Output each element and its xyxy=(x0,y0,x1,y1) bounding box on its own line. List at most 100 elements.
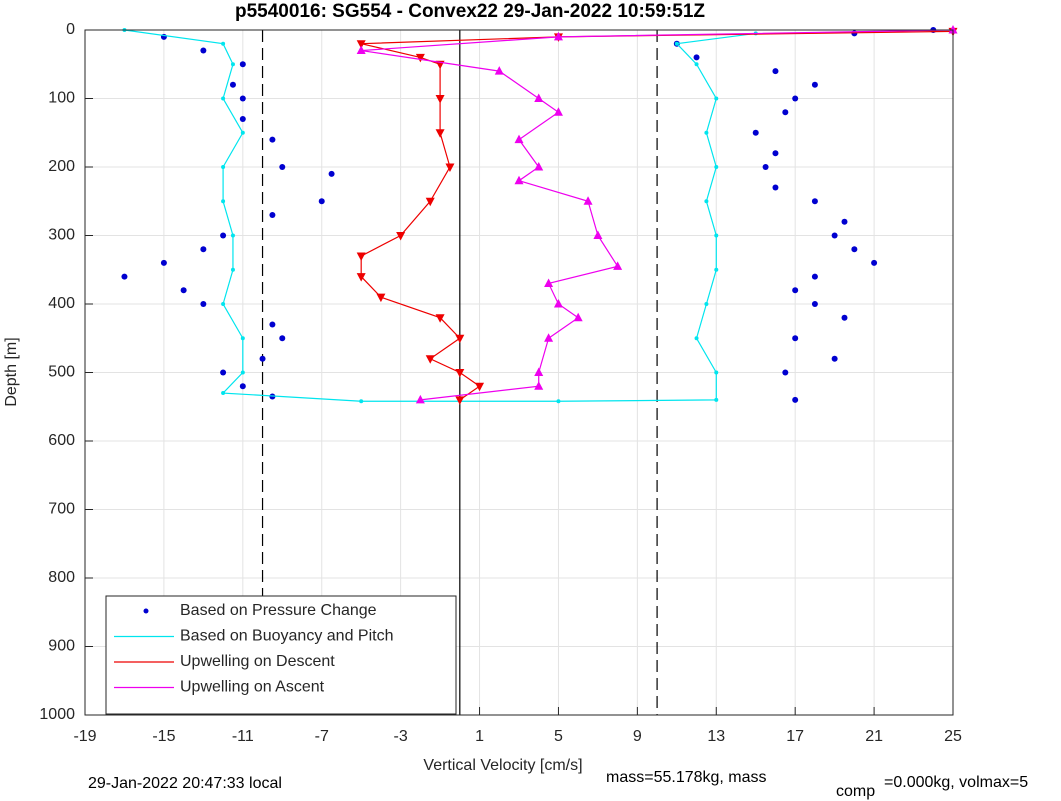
point xyxy=(534,381,544,390)
point xyxy=(229,81,236,88)
y-tick-label: 300 xyxy=(48,227,75,244)
point xyxy=(221,96,226,101)
footnote-rest: =0.000kg, volmax=5 xyxy=(884,774,1028,791)
point xyxy=(230,267,235,272)
x-tick-label: 1 xyxy=(475,728,484,745)
point xyxy=(435,95,445,104)
point xyxy=(279,335,286,342)
point xyxy=(534,162,544,171)
x-tick-label: 9 xyxy=(633,728,642,745)
point xyxy=(455,334,465,344)
x-tick-label: 5 xyxy=(554,728,563,745)
point xyxy=(948,25,958,34)
footnote-time: 29-Jan-2022 20:47:33 local xyxy=(88,775,282,792)
point xyxy=(714,165,719,169)
point xyxy=(556,399,561,404)
legend-label: Upwelling on Descent xyxy=(180,653,335,670)
grid xyxy=(84,29,954,716)
point xyxy=(593,230,603,239)
point xyxy=(583,196,593,205)
point xyxy=(792,287,799,294)
point xyxy=(356,40,366,49)
point xyxy=(811,273,818,280)
point xyxy=(221,165,226,169)
point xyxy=(714,267,719,272)
y-tick-label: 400 xyxy=(48,295,75,312)
point xyxy=(553,107,563,116)
point xyxy=(200,246,207,253)
x-tick-label: -7 xyxy=(315,728,329,745)
point xyxy=(772,184,779,191)
legend-label: Upwelling on Ascent xyxy=(180,679,325,696)
legend-swatch xyxy=(143,608,149,614)
point xyxy=(425,197,435,207)
point xyxy=(240,370,245,375)
point xyxy=(200,47,207,54)
point xyxy=(752,129,759,136)
point xyxy=(356,273,366,282)
y-axis-label: Depth [m] xyxy=(3,337,20,406)
point xyxy=(435,129,445,138)
y-tick-label: 500 xyxy=(48,364,75,381)
legend-label: Based on Buoyancy and Pitch xyxy=(180,628,393,645)
point xyxy=(772,150,779,157)
chart-title: p5540016: SG554 - Convex22 29-Jan-2022 1… xyxy=(235,1,705,22)
y-tick-label: 1000 xyxy=(39,706,75,723)
y-tick-label: 600 xyxy=(48,432,75,449)
y-tick-label: 200 xyxy=(48,158,75,175)
x-tick-label: 25 xyxy=(944,728,962,745)
point xyxy=(455,396,465,405)
x-axis-label: Vertical Velocity [cm/s] xyxy=(423,757,582,774)
point xyxy=(694,62,699,67)
point xyxy=(445,163,455,172)
point xyxy=(121,273,128,280)
point xyxy=(704,130,709,135)
point xyxy=(259,355,266,362)
point xyxy=(269,211,276,218)
point xyxy=(544,278,554,287)
footnote-mass: mass=55.178kg, mass xyxy=(606,769,767,786)
point xyxy=(851,246,858,253)
ticks: -19 -15 -11 -7 -3 1 5 9 13 17 21 25 0 100 200 300 400 500… xyxy=(39,21,962,745)
point xyxy=(221,199,226,204)
point xyxy=(239,383,246,390)
x-tick-label: -19 xyxy=(73,728,96,745)
point xyxy=(831,355,838,362)
point xyxy=(240,130,245,135)
point xyxy=(200,301,207,307)
footnote-sub: comp xyxy=(836,783,875,800)
point xyxy=(544,333,554,342)
point xyxy=(221,41,226,46)
y-tick-label: 700 xyxy=(48,501,75,518)
point xyxy=(534,367,544,376)
point xyxy=(514,175,524,185)
point xyxy=(514,134,524,144)
point xyxy=(230,62,235,67)
point xyxy=(396,232,406,241)
point xyxy=(230,233,235,238)
point xyxy=(714,370,719,375)
point xyxy=(573,312,583,322)
point xyxy=(534,93,544,102)
point xyxy=(269,321,276,328)
point xyxy=(811,81,818,88)
point xyxy=(811,301,818,307)
point xyxy=(239,95,246,102)
point xyxy=(279,164,286,170)
point xyxy=(792,95,799,102)
point xyxy=(221,302,226,306)
point xyxy=(239,116,246,123)
x-tick-label: 21 xyxy=(865,728,883,745)
point xyxy=(318,198,325,205)
point xyxy=(704,199,709,204)
x-tick-label: 13 xyxy=(707,728,725,745)
point xyxy=(240,336,245,341)
point xyxy=(356,45,366,55)
point xyxy=(494,66,504,75)
y-tick-label: 900 xyxy=(48,638,75,655)
point xyxy=(772,68,779,75)
point xyxy=(841,314,848,321)
point xyxy=(613,261,623,270)
point xyxy=(792,335,799,342)
point xyxy=(714,96,719,101)
